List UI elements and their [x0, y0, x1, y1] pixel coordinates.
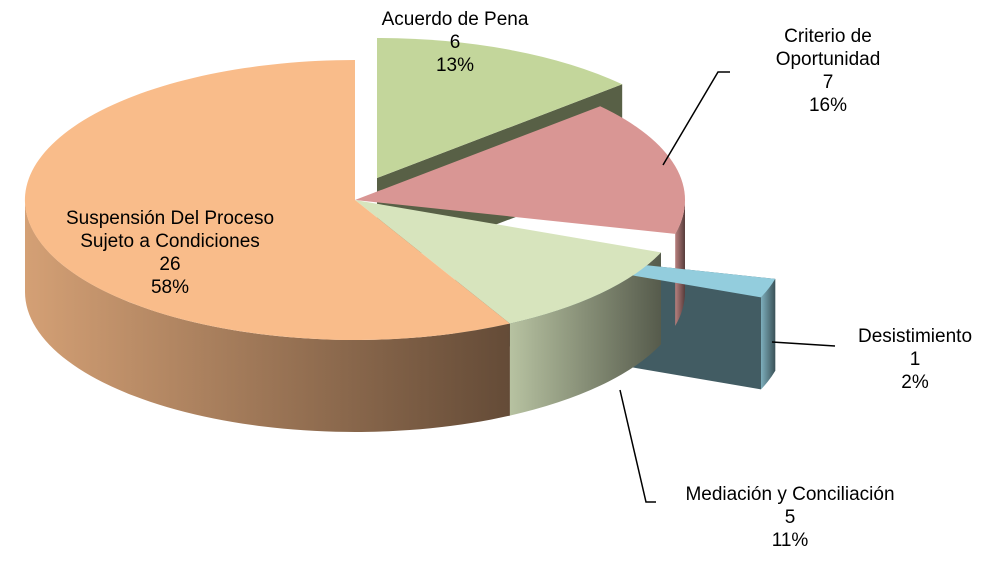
label-value: 1: [909, 349, 921, 370]
slice: [24, 59, 510, 341]
label-value: 6: [449, 32, 461, 53]
label-name: Desistimiento: [857, 326, 973, 347]
slice-wall: [25, 200, 510, 432]
leader-line: [662, 71, 730, 166]
slice-wall: [509, 252, 661, 416]
label-value: 26: [159, 254, 181, 275]
data-label: Suspensión Del Proceso Sujeto a Condicio…: [45, 207, 295, 299]
slice-wall: [675, 200, 685, 326]
label-percent: 13%: [435, 55, 475, 76]
data-label: Mediación y Conciliación 5 11%: [640, 483, 940, 552]
leader-line: [771, 341, 836, 347]
slice: [377, 38, 623, 178]
label-name: Suspensión Del Proceso Sujeto a Condicio…: [65, 208, 275, 252]
leader-line: [619, 389, 656, 503]
data-label: Desistimiento 1 2%: [825, 325, 992, 394]
label-name: Acuerdo de Pena: [381, 9, 529, 30]
label-percent: 11%: [771, 530, 809, 551]
label-value: 7: [822, 72, 834, 93]
label-value: 5: [784, 507, 796, 528]
slice: [355, 106, 686, 234]
label-name: Mediación y Conciliación: [685, 484, 895, 505]
label-percent: 16%: [808, 95, 848, 116]
slice-wall: [761, 278, 776, 390]
label-name: Criterio de Oportunidad: [775, 26, 881, 70]
label-percent: 2%: [901, 372, 929, 393]
label-percent: 58%: [150, 277, 190, 298]
data-label: Acuerdo de Pena 6 13%: [345, 8, 565, 77]
slice: [355, 200, 661, 324]
data-label: Criterio de Oportunidad 7 16%: [753, 25, 903, 117]
